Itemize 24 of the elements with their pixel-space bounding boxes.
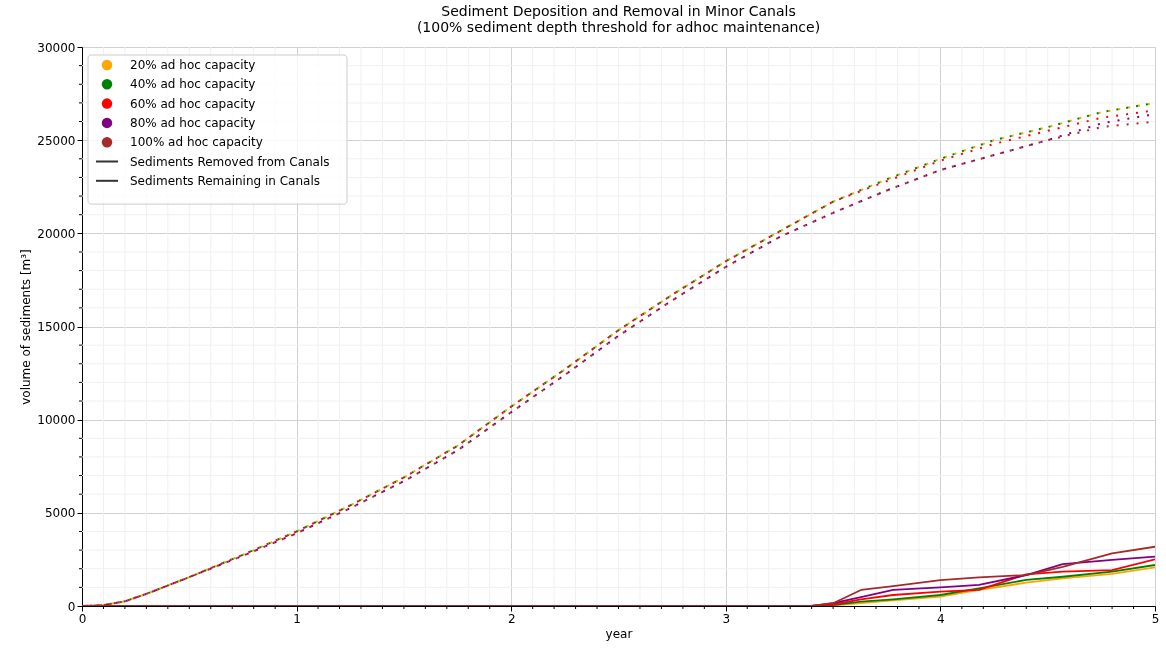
x-tick-label: 0: [78, 611, 87, 626]
chart-title: Sediment Deposition and Removal in Minor Canals: [441, 3, 796, 19]
legend-label: 100% ad hoc capacity: [130, 135, 263, 150]
legend-label: 40% ad hoc capacity: [130, 77, 256, 92]
y-tick-label: 20000: [37, 226, 76, 241]
y-tick-label: 15000: [37, 320, 76, 334]
annotation: Sediments Remaining in Canals: [130, 173, 320, 188]
x-tick-label: 5: [1151, 611, 1160, 626]
y-axis-title: volume of sediments [m³]: [19, 249, 34, 405]
x-tick-label: 3: [722, 611, 731, 626]
y-tick-label: 0: [67, 599, 76, 614]
annotation: Sediments Removed from Canals: [130, 154, 330, 169]
chart-subtitle: (100% sediment depth threshold for adhoc maintenance): [416, 19, 821, 35]
y-tick-label: 10000: [37, 413, 76, 428]
x-axis-title: year: [605, 626, 633, 641]
y-tick-label: 25000: [37, 133, 76, 148]
x-tick-label: 1: [293, 611, 301, 626]
y-tick-label: 5000: [44, 506, 76, 521]
legend-label: 80% ad hoc capacity: [130, 115, 256, 130]
legend-label: 60% ad hoc capacity: [130, 96, 256, 111]
y-tick-label: 30000: [37, 40, 76, 55]
x-tick-label: 2: [507, 611, 516, 626]
legend-label: 20% ad hoc capacity: [130, 58, 256, 72]
x-tick-label: 4: [937, 611, 945, 626]
